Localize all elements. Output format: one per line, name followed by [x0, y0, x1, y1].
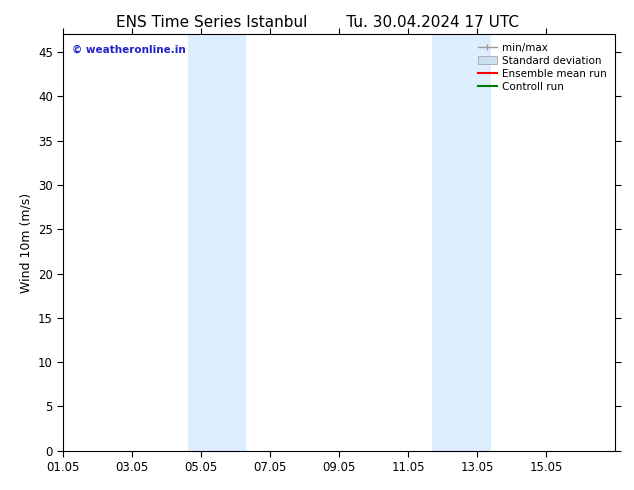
Legend: min/max, Standard deviation, Ensemble mean run, Controll run: min/max, Standard deviation, Ensemble me…: [475, 40, 610, 95]
Text: ENS Time Series Istanbul        Tu. 30.04.2024 17 UTC: ENS Time Series Istanbul Tu. 30.04.2024 …: [115, 15, 519, 30]
Text: © weatheronline.in: © weatheronline.in: [72, 45, 185, 55]
Y-axis label: Wind 10m (m/s): Wind 10m (m/s): [20, 193, 32, 293]
Bar: [432, 34, 491, 451]
Bar: [188, 34, 246, 451]
